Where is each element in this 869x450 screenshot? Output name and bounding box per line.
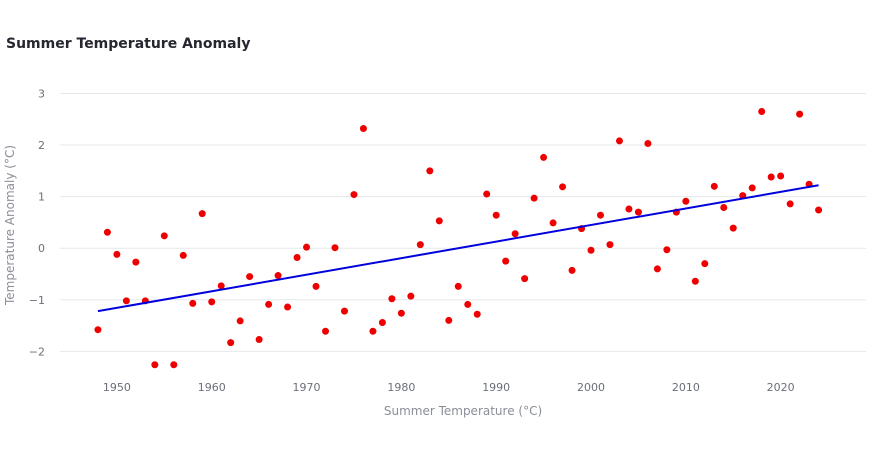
data-point [265, 300, 273, 308]
data-point [606, 241, 614, 249]
data-point [359, 125, 367, 133]
data-point [502, 257, 510, 265]
data-point [132, 258, 140, 266]
data-point [170, 361, 178, 369]
data-point [530, 194, 538, 202]
data-point [322, 327, 330, 335]
data-point [540, 153, 548, 161]
y-tick-label: 2 [38, 139, 45, 152]
y-tick-label: 3 [38, 87, 45, 100]
data-point [236, 317, 244, 325]
y-tick-label: −2 [29, 345, 45, 358]
data-point [151, 361, 159, 369]
data-point [663, 246, 671, 254]
data-point [729, 224, 737, 232]
data-point [748, 184, 756, 192]
data-point [388, 295, 396, 303]
data-point [246, 273, 254, 281]
data-point [473, 310, 481, 318]
data-point [568, 266, 576, 274]
x-tick-label: 2000 [577, 381, 605, 394]
data-point [426, 167, 434, 175]
y-axis: −2 −1 0 1 2 3 [29, 87, 45, 358]
data-point [378, 318, 386, 326]
data-point [615, 137, 623, 145]
data-point [227, 339, 235, 347]
data-point [454, 282, 462, 290]
data-point [758, 108, 766, 116]
x-tick-label: 1950 [103, 381, 131, 394]
data-point [208, 298, 216, 306]
data-point [189, 299, 197, 307]
trend-line [97, 184, 819, 313]
y-tick-label: −1 [29, 294, 45, 307]
data-point [483, 190, 491, 198]
data-point [720, 203, 728, 211]
data-point [407, 292, 415, 300]
x-tick-label: 2010 [672, 381, 700, 394]
x-tick-label: 2020 [767, 381, 795, 394]
data-point [274, 272, 282, 280]
x-axis: 1950 1960 1970 1980 1990 2000 2010 2020 [103, 381, 795, 394]
data-point [284, 303, 292, 311]
data-point [255, 336, 263, 344]
x-axis-title: Summer Temperature (°C) [384, 404, 542, 418]
data-point [549, 219, 557, 227]
data-point [710, 182, 718, 190]
y-tick-label: 0 [38, 242, 45, 255]
data-point [767, 173, 775, 181]
data-point [303, 243, 311, 251]
data-point [653, 265, 661, 273]
data-point [94, 326, 102, 334]
data-point [312, 282, 320, 290]
data-point [701, 260, 709, 268]
data-point [445, 316, 453, 324]
data-point [644, 140, 652, 148]
data-point [634, 208, 642, 216]
data-point [103, 228, 111, 236]
data-point [340, 307, 348, 315]
data-point [786, 200, 794, 208]
data-point [122, 297, 130, 305]
data-point [160, 232, 168, 240]
data-point [179, 251, 187, 259]
x-tick-label: 1970 [293, 381, 321, 394]
data-point [521, 275, 529, 283]
data-point [587, 246, 595, 254]
data-point [113, 250, 121, 258]
data-point [796, 110, 804, 118]
data-point [777, 172, 785, 180]
data-point [682, 197, 690, 205]
data-point [559, 183, 567, 191]
y-tick-label: 1 [38, 191, 45, 204]
data-point [596, 211, 604, 219]
data-point [511, 230, 519, 238]
data-point [217, 282, 225, 290]
data-point [492, 211, 500, 219]
x-tick-label: 1990 [482, 381, 510, 394]
data-point [416, 241, 424, 249]
data-point [293, 253, 301, 261]
y-axis-title: Temperature Anomaly (°C) [3, 145, 17, 306]
data-point [435, 217, 443, 225]
data-point [691, 277, 699, 285]
data-point [198, 210, 206, 218]
chart-title: Summer Temperature Anomaly [6, 36, 251, 52]
x-tick-label: 1980 [387, 381, 415, 394]
trend-line-series [97, 184, 819, 313]
data-point [350, 191, 358, 199]
data-point [397, 309, 405, 317]
data-point [625, 205, 633, 213]
data-point [369, 327, 377, 335]
gridlines [60, 92, 866, 352]
data-point [815, 206, 823, 214]
data-point [331, 244, 339, 252]
scatter-series [94, 108, 823, 369]
data-point [464, 300, 472, 308]
x-tick-label: 1960 [198, 381, 226, 394]
